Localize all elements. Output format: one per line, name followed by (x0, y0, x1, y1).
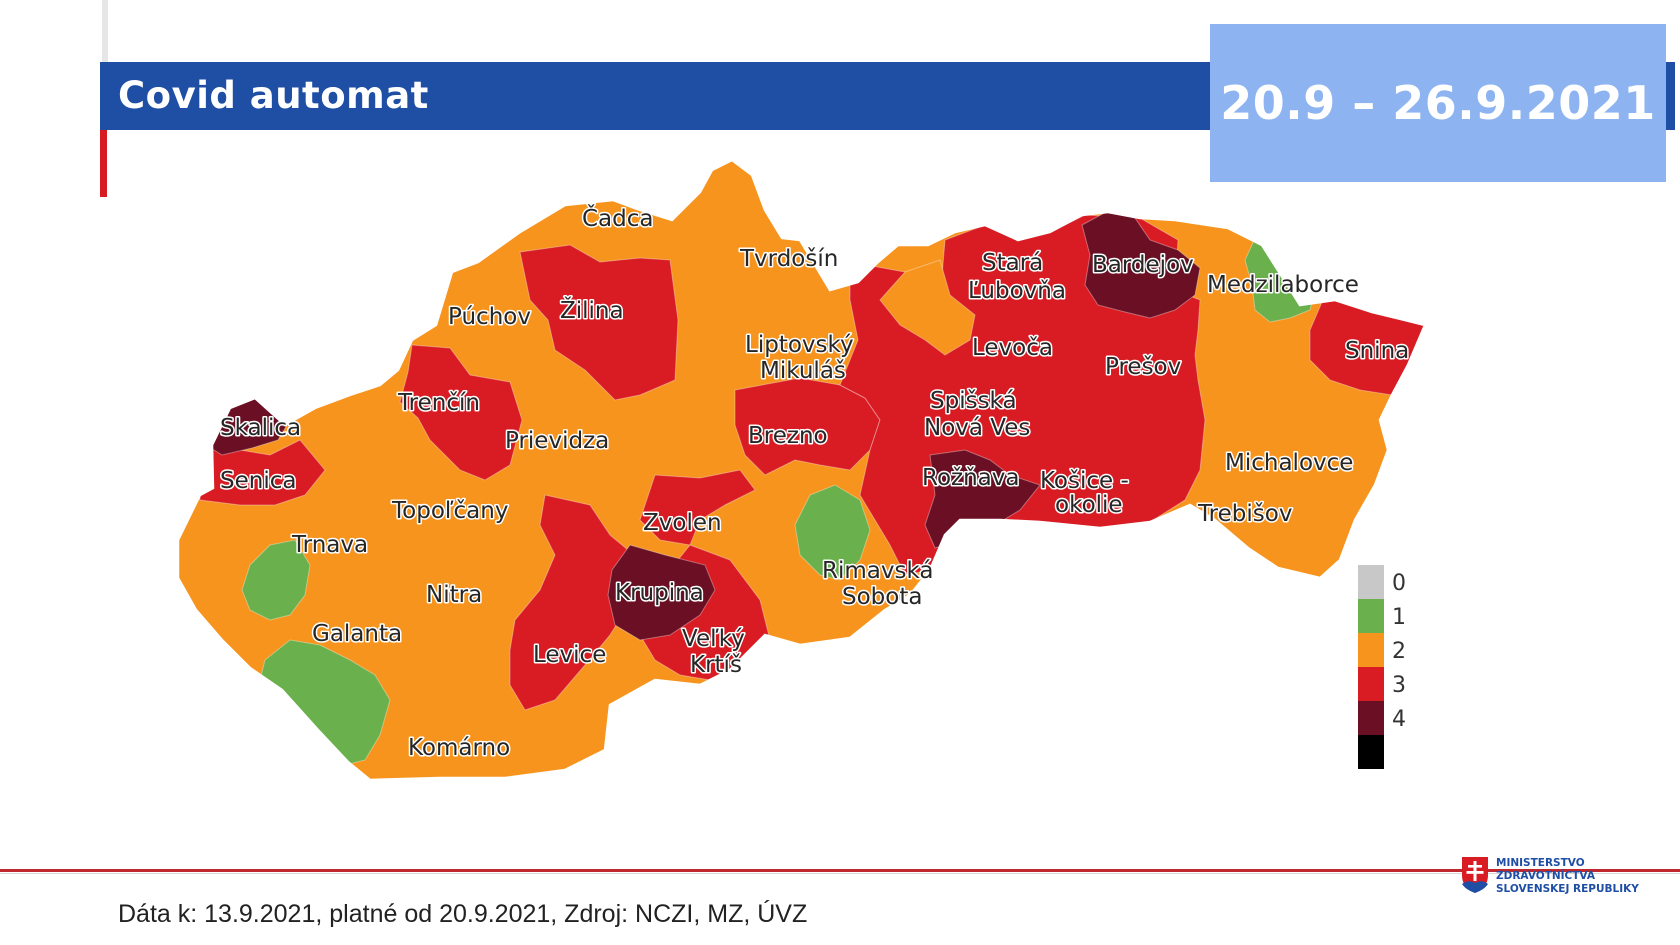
ministry-line-1: MINISTERSTVO (1496, 857, 1585, 869)
legend-swatch-2 (1358, 633, 1384, 667)
district-label-trencin: Trenčín (397, 390, 480, 416)
region-zvolen (639, 469, 756, 546)
district-label-cadca: Čadca (582, 204, 654, 232)
date-range: 20.9 – 26.9.2021 (1220, 76, 1656, 130)
district-label-kosice-1: Košice - (1040, 468, 1129, 494)
legend-label-1: 1 (1392, 605, 1406, 630)
district-label-spisska-2: Nová Ves (924, 415, 1030, 441)
district-label-skalica: Skalica (220, 415, 301, 441)
source-note: Dáta k: 13.9.2021, platné od 20.9.2021, … (118, 900, 808, 928)
ministry-logo: MINISTERSTVO ZDRAVOTNÍCTVA SLOVENSKEJ RE… (1460, 855, 1650, 903)
district-label-zvolen: Zvolen (643, 510, 722, 536)
legend-swatch-0 (1358, 565, 1384, 599)
district-label-michalovce: Michalovce (1225, 450, 1353, 476)
district-label-galanta: Galanta (312, 621, 402, 647)
legend-label-0: 0 (1392, 571, 1406, 596)
district-label-bardejov: Bardejov (1092, 252, 1194, 278)
district-label-stara-lubovna-2: Ľubovňa (968, 278, 1066, 304)
district-label-nitra: Nitra (426, 582, 482, 608)
region-krupina (607, 544, 716, 641)
district-label-roznava: Rožňava (922, 465, 1019, 491)
top-accent-line (102, 0, 108, 63)
footer-divider-shadow (0, 873, 1680, 874)
legend-label-4: 4 (1392, 707, 1406, 732)
district-label-senica: Senica (220, 468, 296, 494)
district-label-trnava: Trnava (291, 532, 368, 558)
district-label-rimavska-1: Rimavská (822, 558, 933, 584)
district-label-prievidza: Prievidza (505, 428, 609, 454)
district-label-velky-krtis-2: Krtíš (690, 652, 742, 678)
district-label-trebisov: Trebišov (1197, 501, 1292, 527)
region-rimavska-sobota (794, 484, 871, 581)
red-accent-line (100, 130, 107, 197)
region-kezmarok (879, 259, 976, 356)
district-label-zilina: Žilina (560, 296, 624, 324)
district-label-puchov: Púchov (448, 304, 531, 330)
district-label-liptovsky-1: Liptovský (745, 332, 854, 358)
ministry-line-3: SLOVENSKEJ REPUBLIKY (1496, 883, 1639, 895)
district-label-velky-krtis-1: Veľký (682, 626, 745, 652)
district-label-krupina: Krupina (615, 580, 704, 606)
legend: 0 1 2 3 4 (1358, 565, 1406, 769)
district-label-tvrdosin: Tvrdošín (739, 246, 838, 272)
legend-swatch-5 (1358, 735, 1384, 769)
slovak-coat-of-arms-icon (1462, 857, 1488, 893)
region-trencin (399, 344, 523, 481)
district-label-spisska-1: Spišská (930, 388, 1017, 414)
region-zilina (519, 244, 679, 401)
page-title: Covid automat (118, 74, 429, 117)
date-range-box: 20.9 – 26.9.2021 (1210, 24, 1666, 182)
district-label-stara-lubovna-1: Stará (982, 250, 1043, 276)
district-label-snina: Snina (1345, 338, 1409, 364)
district-label-topolcany: Topoľčany (391, 498, 508, 524)
legend-label-3: 3 (1392, 673, 1406, 698)
district-label-kosice-2: okolie (1055, 492, 1123, 518)
district-label-rimavska-2: Sobota (842, 584, 922, 610)
footer-divider (0, 869, 1680, 872)
district-label-medzilaborce: Medzilaborce (1207, 272, 1359, 298)
district-label-levoca: Levoča (972, 335, 1053, 361)
legend-swatch-1 (1358, 599, 1384, 633)
district-label-liptovsky-2: Mikuláš (760, 358, 846, 384)
region-bardejov (1081, 209, 1201, 319)
region-trnava (241, 539, 311, 621)
region-levice (509, 494, 641, 711)
ministry-name: MINISTERSTVO ZDRAVOTNÍCTVA SLOVENSKEJ RE… (1496, 857, 1639, 896)
district-label-komarno: Komárno (408, 735, 510, 761)
legend-swatch-4 (1358, 701, 1384, 735)
ministry-line-2: ZDRAVOTNÍCTVA (1496, 870, 1595, 882)
district-label-presov: Prešov (1105, 354, 1181, 380)
district-label-levice: Levice (533, 642, 606, 668)
legend-label-2: 2 (1392, 639, 1406, 664)
district-label-brezno: Brezno (748, 423, 828, 449)
legend-swatch-3 (1358, 667, 1384, 701)
